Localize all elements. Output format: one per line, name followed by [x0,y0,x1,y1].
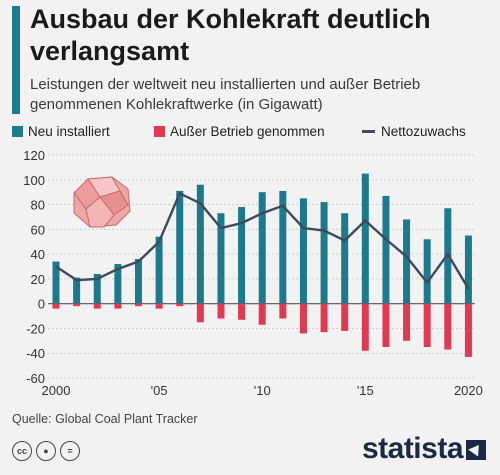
legend-item-installed: Neu installiert [12,124,110,139]
bar-retired [423,303,431,348]
bar-installed [382,195,390,304]
bar-installed [93,273,101,304]
legend-label-installed: Neu installiert [28,124,110,139]
x-tick-label: '15 [357,383,374,395]
statista-logo: statista [362,432,486,466]
bar-retired [52,303,60,309]
y-tick-label: 60 [31,222,45,237]
bar-retired [279,303,287,319]
bar-installed [217,213,225,304]
bar-retired [320,303,328,333]
bar-installed [258,192,266,304]
brand-text: statista [361,432,464,465]
bar-retired [238,303,246,320]
chart-subtitle: Leistungen der weltweit neu installierte… [30,76,421,113]
y-tick-label: -40 [26,346,45,361]
bar-installed [155,236,163,304]
bar-installed [279,190,287,304]
bar-retired [196,303,204,323]
bar-installed [361,173,369,304]
x-tick-label: 2020 [454,383,483,395]
bar-installed [73,277,81,304]
bar-installed [299,198,307,304]
accent-bar [12,6,20,114]
legend-swatch-retired [154,126,165,137]
y-tick-label: 40 [31,247,45,262]
legend-swatch-net [362,130,375,133]
y-tick-label: 120 [23,148,45,163]
chart-title: Ausbau der Kohlekraft deutlich verlangsa… [30,4,431,66]
bar-installed [114,264,122,304]
bar-retired [444,303,452,350]
y-tick-label: 100 [23,173,45,188]
source-note: Quelle: Global Coal Plant Tracker [12,412,198,426]
x-tick-label: '05 [151,383,168,395]
bar-installed [423,239,431,304]
series-line-net [55,192,470,290]
person-icon: ● [36,441,56,461]
bar-retired [258,303,266,325]
equals-icon: = [60,441,80,461]
coal-lump-icon [73,176,131,228]
x-tick-label: 2000 [42,383,71,395]
legend-label-retired: Außer Betrieb genommen [170,124,325,139]
x-tick-label: '10 [254,383,271,395]
bar-retired [299,303,307,334]
y-tick-label: -20 [26,321,45,336]
cc-icon: cc [12,441,32,461]
brand-mark-icon [466,440,486,460]
bar-retired [361,303,369,351]
bar-retired [93,303,101,309]
legend-label-net: Nettozuwachs [381,124,466,139]
bar-retired [155,303,163,309]
y-tick-label: 80 [31,198,45,213]
license-icons: cc ● = [12,441,84,461]
bar-retired [217,303,225,319]
bar-retired [176,303,184,307]
bar-installed [196,184,204,304]
y-tick-label: -60 [26,371,45,386]
bar-retired [114,303,122,309]
bar-installed [52,261,60,304]
bar-retired [134,303,142,307]
legend-item-net: Nettozuwachs [362,124,466,139]
bar-installed [320,202,328,304]
coal-facet [85,196,115,228]
y-tick-label: 20 [31,272,45,287]
y-tick-label: 0 [38,297,45,312]
bar-retired [341,303,349,331]
legend-item-retired: Außer Betrieb genommen [154,124,325,139]
bar-retired [73,303,81,307]
bar-installed [464,235,472,304]
bar-retired [382,303,390,348]
bar-installed [403,219,411,304]
bar-installed [238,207,246,304]
bar-installed [341,213,349,304]
bar-installed [176,190,184,304]
bar-retired [464,303,472,357]
bar-retired [403,303,411,341]
bar-installed [134,259,142,304]
legend-swatch-installed [12,126,23,137]
